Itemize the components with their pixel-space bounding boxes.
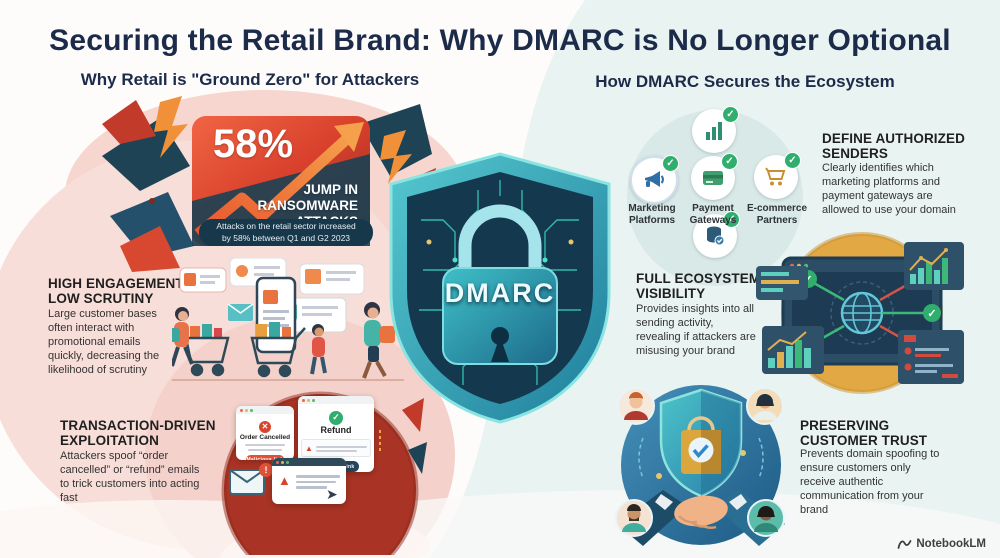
customer-avatar-3 (615, 499, 653, 537)
dmarc-shield-illustration (389, 152, 611, 424)
phishing-page-window: ▲ (272, 458, 346, 504)
customer-trust-illustration (615, 385, 785, 546)
point-visibility-body: Provides insights into all sending activ… (636, 303, 756, 358)
window-titlebar (298, 396, 374, 404)
sender-label-ecommerce: E-commerce Partners (746, 203, 808, 226)
envelope-teal-icon (227, 303, 254, 321)
shield-label: DMARC (444, 278, 556, 308)
side-panel-alerts (898, 330, 964, 384)
globe-icon (840, 291, 884, 335)
error-circle-icon: ✕ (236, 416, 294, 434)
point-transaction-heading: TRANSACTION-DRIVEN EXPLOITATION (60, 418, 216, 449)
point-high-engagement-heading: HIGH ENGAGEMENT, LOW SCRUTINY (48, 276, 187, 307)
badge-marketing: ✓ (630, 155, 679, 204)
order-cancelled-window: ✕ Order Cancelled Malicious link (236, 406, 294, 460)
shopper-figure-right (362, 302, 395, 379)
point-trust-body: Prevents domain spoofing to ensure custo… (800, 448, 940, 517)
check-icon: ✓ (784, 152, 801, 169)
point-visibility-heading: FULL ECOSYSTEM VISIBILITY (636, 271, 761, 302)
svg-text:!: ! (265, 465, 268, 475)
side-panel-linechart (904, 242, 964, 290)
credit-card-icon (703, 171, 723, 185)
megaphone-icon (645, 171, 664, 187)
customer-avatar-4 (747, 499, 785, 537)
visibility-dashboard-illustration: ✓ ✕ ✓ ✕ ✓ (756, 232, 964, 394)
envelope-alert-icon: ! (229, 463, 273, 495)
check-icon: ✓ (723, 211, 740, 228)
right-section-title: How DMARC Secures the Ecosystem (595, 72, 895, 91)
watermark-text: NotebookLM (916, 538, 986, 550)
notebooklm-logo-icon (897, 540, 912, 549)
point-define-senders-body: Clearly identifies which marketing platf… (822, 162, 956, 217)
window-titlebar (236, 406, 294, 414)
side-panel-list (756, 266, 808, 300)
left-section-title: Why Retail is "Ground Zero" for Attacker… (80, 70, 420, 89)
point-define-senders-heading: DEFINE AUTHORIZED SENDERS (822, 131, 965, 162)
shopper-figure-child (310, 324, 327, 375)
shopping-bag-icon (681, 416, 721, 474)
cursor-icon: ➤ (326, 486, 338, 502)
check-icon: ✓ (662, 155, 679, 172)
order-cancelled-title: Order Cancelled (239, 434, 291, 441)
stat-value: 58% (213, 122, 294, 166)
phone-icon (255, 276, 297, 354)
badge-analytics: ✓ (692, 106, 739, 153)
notebooklm-watermark: NotebookLM (897, 538, 986, 550)
shopper-figure-left (172, 307, 194, 367)
warning-triangle-icon: ▲ (278, 472, 291, 488)
page-title: Securing the Retail Brand: Why DMARC is … (49, 24, 951, 57)
window-titlebar (272, 458, 346, 466)
point-transaction-body: Attackers spoof “order cancelled” or “re… (60, 450, 200, 505)
check-icon: ✓ (722, 106, 739, 123)
sender-label-marketing: Marketing Platforms (628, 203, 676, 226)
database-icon (707, 226, 725, 246)
point-high-engagement-body: Large customer bases often interact with… (48, 308, 160, 377)
malicious-link-button: Malicious link (246, 455, 284, 460)
explosion-banner-illustration (102, 96, 436, 272)
customer-avatar-2 (746, 387, 784, 425)
customer-avatar-1 (617, 387, 655, 425)
refund-title: Refund (320, 425, 352, 435)
shoppers-illustration (172, 258, 404, 381)
badge-database: ✓ (693, 211, 740, 258)
warning-row: ▲ (301, 439, 371, 457)
badge-ecommerce: ✓ (754, 152, 801, 199)
check-circle-icon: ✓ (298, 407, 374, 425)
side-panel-barchart (762, 326, 824, 374)
bar-chart-icon (706, 122, 722, 140)
stat-caption: Attacks on the retail sector increased b… (199, 219, 373, 246)
svg-text:✓: ✓ (927, 308, 936, 320)
sender-label-payment: Payment Gateways (689, 203, 737, 226)
badge-payment: ✓ (691, 153, 738, 200)
shopping-cart-icon-2 (250, 322, 306, 378)
check-icon: ✓ (721, 153, 738, 170)
shopping-cart-icon (765, 167, 786, 186)
point-trust-heading: PRESERVING CUSTOMER TRUST (800, 418, 928, 449)
warning-triangle-icon: ▲ (305, 443, 313, 453)
